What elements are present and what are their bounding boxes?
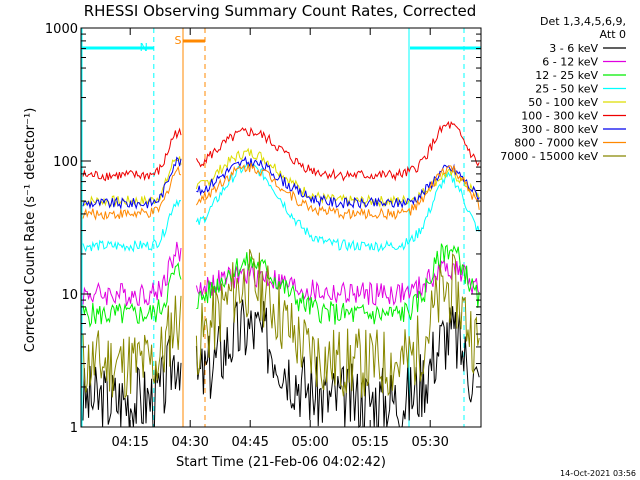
timestamp: 14-Oct-2021 03:56 bbox=[560, 469, 636, 478]
series-line-3 bbox=[82, 162, 480, 253]
x-tick-label-0: 04:15 bbox=[111, 435, 148, 450]
series-line-7 bbox=[82, 162, 480, 221]
attenuator-bands: NS bbox=[81, 28, 481, 427]
y-tick-label-3: 1000 bbox=[45, 22, 78, 37]
legend-label-3: 25 - 50 keV bbox=[535, 83, 598, 96]
legend-label-2: 12 - 25 keV bbox=[535, 69, 598, 82]
y-tick-label-0: 1 bbox=[70, 421, 78, 436]
x-axis-label: Start Time (21-Feb-06 04:02:42) bbox=[176, 455, 386, 470]
x-tick-label-5: 05:30 bbox=[411, 435, 448, 450]
x-ticks: 04:15 04:30 04:45 05:00 05:15 05:30 bbox=[111, 28, 449, 450]
legend-label-6: 300 - 800 keV bbox=[521, 123, 598, 136]
legend-label-5: 100 - 300 keV bbox=[521, 110, 598, 123]
legend-header-0: Det 1,3,4,5,6,9, bbox=[540, 15, 626, 28]
series-line-8 bbox=[82, 249, 480, 399]
chart-title: RHESSI Observing Summary Count Rates, Co… bbox=[84, 2, 477, 20]
x-tick-label-3: 05:00 bbox=[291, 435, 328, 450]
series-line-5 bbox=[82, 120, 480, 182]
y-ticks: 1 10 100 1000 bbox=[45, 22, 481, 436]
y-tick-label-2: 100 bbox=[53, 155, 78, 170]
legend-label-4: 50 - 100 keV bbox=[528, 96, 598, 109]
plot-frame bbox=[80, 27, 482, 428]
saa-label: S bbox=[175, 34, 182, 47]
series-line-1 bbox=[82, 241, 480, 307]
legend-label-7: 800 - 7000 keV bbox=[514, 137, 598, 150]
y-axis-label: Corrected Count Rate (s⁻¹ detector⁻¹) bbox=[23, 108, 38, 353]
x-tick-label-2: 04:45 bbox=[231, 435, 268, 450]
legend-label-0: 3 - 6 keV bbox=[549, 42, 598, 55]
series-line-0 bbox=[82, 299, 480, 429]
series-line-2 bbox=[82, 243, 480, 328]
night-label: N bbox=[140, 41, 148, 54]
series-line-6 bbox=[82, 155, 480, 210]
legend-label-8: 7000 - 15000 keV bbox=[500, 150, 598, 163]
x-tick-label-4: 05:15 bbox=[351, 435, 388, 450]
legend-label-1: 6 - 12 keV bbox=[542, 56, 598, 69]
x-tick-label-1: 04:30 bbox=[171, 435, 208, 450]
y-tick-label-1: 10 bbox=[61, 288, 78, 303]
legend-header-1: Att 0 bbox=[600, 28, 626, 41]
series-lines bbox=[82, 120, 480, 429]
